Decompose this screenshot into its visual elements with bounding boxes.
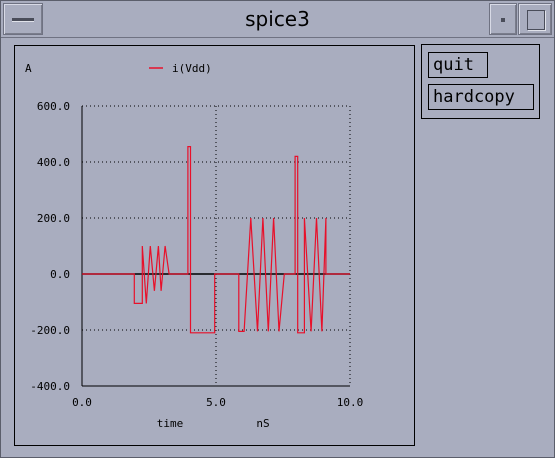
minimize-button[interactable] [489, 3, 517, 35]
x-axis-label: time [157, 417, 184, 430]
x-axis-unit: nS [256, 417, 269, 430]
hardcopy-button[interactable]: hardcopy [428, 84, 534, 110]
window-title: spice3 [245, 7, 310, 31]
y-tick-label: -400.0 [30, 380, 70, 393]
x-tick-label: 10.0 [337, 396, 364, 409]
legend-label: i(Vdd) [172, 62, 212, 75]
window-menu-icon [12, 18, 34, 21]
y-tick-label: 400.0 [37, 156, 70, 169]
series-line-ivdd [82, 145, 350, 334]
button-panel: quit hardcopy [421, 44, 540, 119]
plot-panel: 600.0 400.0 200.0 0.0 -200.0 -400.0 0.0 5.0 10.0… [14, 45, 415, 446]
maximize-button[interactable] [518, 3, 552, 35]
y-tick-label: 0.0 [50, 268, 70, 281]
y-tick-label: 600.0 [37, 100, 70, 113]
y-axis-label: A [25, 62, 32, 75]
title-bar[interactable]: spice3 [1, 1, 554, 38]
y-tick-label: -200.0 [30, 324, 70, 337]
maximize-icon [527, 10, 545, 30]
minimize-icon [501, 18, 505, 22]
y-tick-label: 200.0 [37, 212, 70, 225]
quit-button[interactable]: quit [428, 52, 488, 78]
x-tick-label: 5.0 [206, 396, 226, 409]
window-menu-button[interactable] [3, 3, 43, 35]
x-tick-label: 0.0 [72, 396, 92, 409]
